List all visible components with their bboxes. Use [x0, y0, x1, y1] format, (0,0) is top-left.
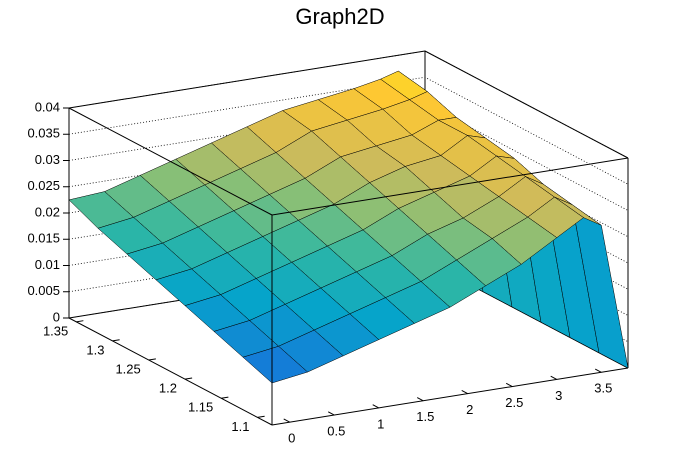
x-tick [505, 382, 513, 387]
y-tick [184, 377, 193, 380]
y-tick-label: 1.2 [159, 381, 177, 396]
front-layer: 0 0.5 1 1.5 2 2.5 3 3.5 1.1 1.15 1.2 1.25 1.3 1.35 [43, 107, 629, 446]
x-tick [550, 375, 558, 380]
z-tick-label: 0.01 [35, 257, 60, 272]
y-tick-label: 1.1 [231, 419, 249, 434]
y-axis [68, 317, 273, 426]
x-tick [372, 404, 380, 409]
y-tick [257, 415, 265, 418]
z-tick-label: 0.025 [27, 178, 60, 193]
chart-title: Graph2D [295, 4, 384, 29]
x-axis [271, 367, 629, 426]
box-edge [424, 50, 629, 159]
x-tick-label: 1.5 [416, 409, 434, 424]
y-tick-label: 1.15 [188, 400, 213, 415]
x-tick-label: 3.5 [594, 381, 612, 396]
y-tick [76, 320, 84, 323]
grid-line [68, 50, 629, 159]
z-tick-label: 0.03 [35, 152, 60, 167]
box-edge [68, 107, 273, 216]
z-tick-label: 0.035 [27, 126, 60, 141]
x-tick [594, 368, 602, 373]
x-tick-label: 2.5 [505, 395, 523, 410]
y-tick [112, 339, 120, 342]
x-tick [461, 389, 469, 395]
surface-cell [242, 345, 309, 384]
x-tick-label: 2 [466, 402, 473, 417]
surface [68, 70, 629, 384]
z-tick-label: 0 [53, 309, 60, 324]
x-tick [327, 411, 335, 416]
x-tick [283, 418, 291, 423]
grid-line [68, 76, 629, 185]
box-edge [271, 157, 629, 216]
x-tick-label: 0.5 [327, 423, 345, 438]
y-tick-label: 1.25 [115, 361, 140, 376]
y-tick [148, 358, 156, 361]
z-tick-label: 0.015 [27, 231, 60, 246]
x-tick [416, 397, 424, 402]
z-tick-label: 0.02 [35, 204, 60, 219]
x-tick-label: 0 [288, 431, 295, 446]
y-tick [221, 396, 229, 399]
y-tick-label: 1.3 [86, 342, 104, 357]
y-tick-label: 1.35 [43, 323, 68, 338]
x-tick-label: 1 [377, 416, 384, 431]
z-tick-label: 0.005 [27, 283, 60, 298]
z-tick-label: 0.04 [35, 99, 60, 114]
x-tick-label: 3 [555, 388, 562, 403]
